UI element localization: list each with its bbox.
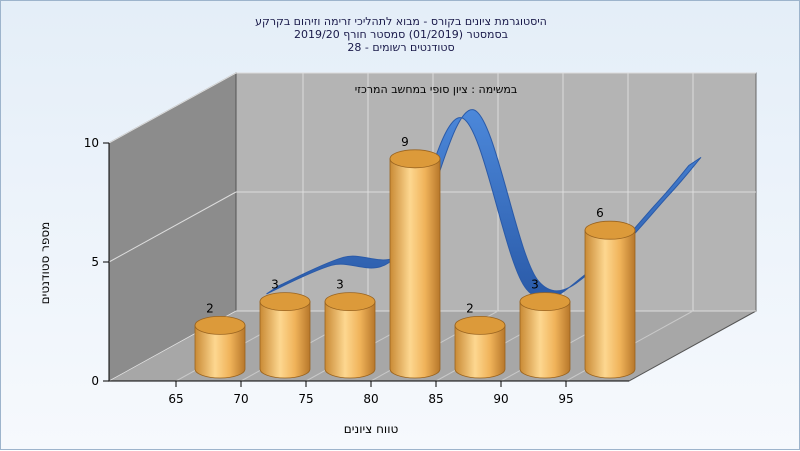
y-tick-label: 0 — [91, 374, 99, 388]
bar-body — [454, 325, 506, 379]
chart-annotation: במשימה : ציון סופי במחשב המרכזי — [355, 83, 518, 96]
labels: 0 5 10 65 70 75 80 85 90 95 2 3 3 9 2 3 6 — [84, 135, 604, 406]
bar-body — [259, 301, 311, 379]
chart-title-line-1: היסטוגרמת ציונים בקורס - מבוא לתהליכי זר… — [255, 15, 547, 28]
bar-body — [324, 301, 376, 379]
chart-title-line-3: סטודנטים רשומים - 28 — [347, 41, 454, 54]
bar-top — [324, 292, 376, 312]
bar — [584, 220, 636, 379]
x-tick-label: 75 — [298, 392, 313, 406]
y-axis-title: מספר סטודנטים — [38, 222, 52, 305]
bar-value-label: 2 — [466, 301, 474, 315]
y-tick-label: 5 — [91, 255, 99, 269]
bar-top — [259, 292, 311, 312]
bar — [194, 315, 246, 379]
x-tick-label: 70 — [233, 392, 248, 406]
bar-body — [519, 301, 571, 379]
bar-value-label: 9 — [401, 135, 409, 149]
x-tick-label: 95 — [558, 392, 573, 406]
axes — [103, 142, 629, 387]
gridline-side — [108, 191, 237, 263]
bar-value-label: 3 — [271, 278, 279, 292]
bar — [454, 315, 506, 379]
bar — [389, 149, 441, 379]
x-tick-label: 85 — [428, 392, 443, 406]
bar — [324, 292, 376, 379]
gridline-side — [108, 72, 237, 144]
bar-body — [584, 229, 636, 379]
y-tick-label: 10 — [84, 136, 99, 150]
bar-value-label: 3 — [336, 278, 344, 292]
x-tick-label: 80 — [363, 392, 378, 406]
bar-top — [194, 315, 246, 335]
bar-value-label: 3 — [531, 278, 539, 292]
chart-title-line-2: בסמסטר (01/2019) סמסטר חורף 2019/20 — [294, 28, 508, 41]
bar-body — [389, 158, 441, 379]
x-tick-label: 65 — [168, 392, 183, 406]
x-axis-title: טווח ציונים — [344, 422, 399, 436]
bar-body — [194, 325, 246, 379]
bar-top — [389, 149, 441, 169]
bars — [194, 149, 636, 379]
bar-top — [519, 292, 571, 312]
bar — [519, 292, 571, 379]
bar-top — [454, 315, 506, 335]
bar-value-label: 2 — [206, 301, 214, 315]
bar — [259, 292, 311, 379]
bar-top — [584, 220, 636, 240]
bar-value-label: 6 — [596, 206, 604, 220]
x-tick-label: 90 — [493, 392, 508, 406]
